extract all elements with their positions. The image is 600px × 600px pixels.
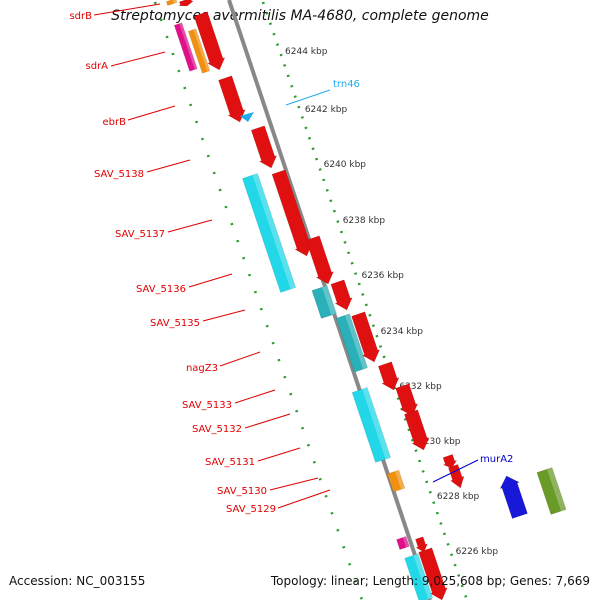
gene-label-leader	[234, 389, 276, 404]
ruler-tick-label: 6228 kbp	[437, 492, 480, 502]
gene-label[interactable]: trn46	[333, 79, 360, 90]
gene-label[interactable]: murA2	[480, 454, 513, 465]
gene-feature-box[interactable]	[396, 536, 410, 550]
gene-feature-arrow[interactable]	[394, 383, 421, 419]
gene-feature-box[interactable]	[165, 0, 178, 6]
gene-feature-arrow[interactable]	[350, 311, 383, 365]
gene-label-leader	[202, 309, 246, 322]
ruler-tick-label: 6234 kbp	[381, 327, 424, 337]
gene-feature-arrow[interactable]	[192, 11, 228, 73]
gene-feature-arrow[interactable]	[417, 547, 451, 600]
gene-feature-arrow[interactable]	[329, 279, 355, 313]
gene-feature-arrow[interactable]	[217, 75, 249, 125]
gene-label[interactable]: SAV_5136	[136, 284, 186, 295]
gene-feature-box[interactable]	[242, 173, 297, 293]
gene-feature-arrow[interactable]	[497, 473, 529, 519]
gene-feature-arrow[interactable]	[402, 409, 432, 453]
gene-label-leader	[146, 159, 191, 173]
gene-feature-box[interactable]	[335, 313, 368, 373]
ruler-tick-label: 6226 kbp	[456, 547, 499, 557]
gene-feature-arrow[interactable]	[304, 235, 336, 287]
ruler-tick-label: 6244 kbp	[285, 47, 328, 57]
gene-label[interactable]: SAV_5138	[94, 169, 144, 180]
ruler-tick-label: 6240 kbp	[324, 160, 367, 170]
ruler-tick-label: 6236 kbp	[361, 271, 404, 281]
gene-feature-box[interactable]	[351, 387, 392, 463]
gene-label-leader	[188, 273, 233, 288]
gene-feature-arrow[interactable]	[446, 464, 467, 490]
ruler-tick-label: 6230 kbp	[418, 437, 461, 447]
gene-feature-box[interactable]	[173, 22, 198, 72]
gene-label[interactable]: SAV_5137	[115, 229, 165, 240]
trna-marker[interactable]	[240, 112, 254, 122]
gene-label-leader	[285, 89, 331, 106]
gene-label[interactable]: ebrB	[103, 117, 127, 128]
gene-label-leader	[257, 447, 301, 462]
ruler-tick-label: 6242 kbp	[305, 105, 348, 115]
gene-feature-box[interactable]	[536, 467, 567, 515]
gene-label[interactable]: SAV_5130	[217, 486, 267, 497]
gene-feature-box[interactable]	[311, 285, 337, 319]
gene-label[interactable]: SAV_5131	[205, 457, 255, 468]
genome-stats-text: Topology: linear; Length: 9,025,608 bp; …	[270, 574, 590, 588]
gene-label-leader	[277, 489, 331, 509]
gene-feature-arrow[interactable]	[249, 125, 279, 171]
ruler-axis	[261, 1, 469, 600]
gene-label[interactable]: sdrB	[69, 11, 92, 22]
gene-label[interactable]: SAV_5132	[192, 424, 242, 435]
gene-label-leader	[219, 351, 261, 367]
gene-label-leader	[93, 3, 161, 16]
gene-label[interactable]: SAV_5129	[226, 504, 276, 515]
gene-label-leader	[127, 105, 176, 121]
gene-label[interactable]: nagZ3	[186, 363, 218, 374]
gene-feature-arrow[interactable]	[414, 536, 430, 554]
ruler-tick-label: 6232 kbp	[399, 382, 442, 392]
gene-feature-box[interactable]	[187, 28, 211, 74]
gene-feature-arrow[interactable]	[177, 0, 194, 9]
gene-feature-box[interactable]	[387, 469, 406, 493]
accession-text: Accession: NC_003155	[9, 574, 146, 588]
gene-label[interactable]: sdrA	[85, 61, 108, 72]
gene-label-leader	[432, 459, 479, 483]
gene-label-leader	[167, 219, 213, 233]
ruler-tick-label: 6238 kbp	[343, 216, 386, 226]
gene-feature-arrow[interactable]	[376, 361, 402, 393]
gene-feature-arrow[interactable]	[441, 454, 458, 470]
gene-label-leader	[269, 477, 319, 491]
gene-label-leader	[110, 51, 166, 67]
gene-label[interactable]: SAV_5135	[150, 318, 200, 329]
gene-label[interactable]: SAV_5133	[182, 400, 232, 411]
gene-label-leader	[244, 413, 291, 429]
